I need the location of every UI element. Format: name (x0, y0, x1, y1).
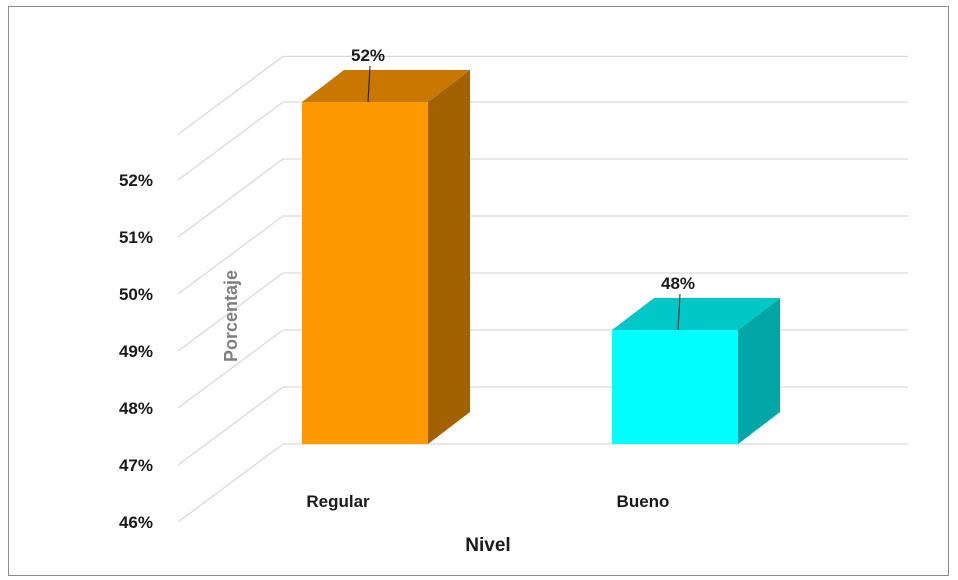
gridline-side (177, 215, 284, 295)
x-axis-categories: Regular Bueno (306, 492, 669, 511)
bar-bueno (612, 330, 738, 444)
gridline-side (177, 272, 284, 352)
y-tick-label: 48% (119, 399, 153, 418)
gridline-side (177, 386, 284, 466)
y-axis-title: Porcentaje (221, 270, 241, 362)
gridline-side (177, 55, 284, 135)
x-category-label: Regular (306, 492, 370, 511)
chart-frame (8, 6, 949, 576)
bar-top-regular (302, 70, 470, 102)
gridline-side (177, 443, 284, 523)
x-axis-title: Nivel (465, 535, 510, 556)
gridline-side (177, 329, 284, 409)
bar-side-regular (428, 70, 470, 444)
data-label: 52% (351, 46, 385, 65)
data-label: 48% (661, 274, 695, 293)
y-tick-label: 51% (119, 228, 153, 247)
y-tick-label: 46% (119, 513, 153, 532)
gridlines (177, 55, 908, 523)
gridline-side (177, 101, 284, 181)
bar-side-bueno (738, 298, 780, 444)
data-label-leader (367, 65, 371, 103)
y-axis-ticks: 46% 47% 48% 49% 50% 51% 52% (119, 171, 153, 532)
gridline-side (177, 158, 284, 238)
y-tick-label: 49% (119, 342, 153, 361)
x-category-label: Bueno (617, 492, 670, 511)
y-tick-label: 52% (119, 171, 153, 190)
bar-top-bueno (612, 298, 780, 330)
bars: 52% 48% (302, 46, 780, 444)
y-tick-label: 50% (119, 285, 153, 304)
bar-regular (302, 102, 428, 444)
data-label-leader (677, 293, 681, 331)
y-tick-label: 47% (119, 456, 153, 475)
